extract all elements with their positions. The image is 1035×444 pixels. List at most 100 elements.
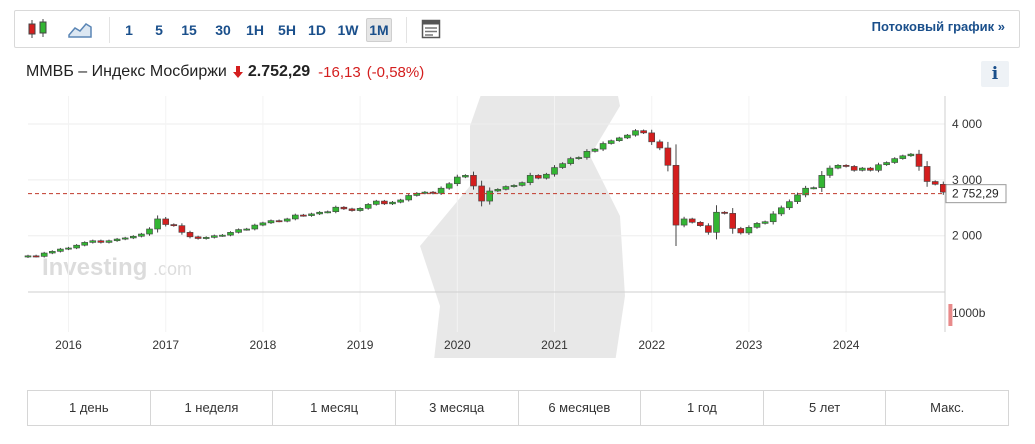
- timeframe-1d[interactable]: 1D: [308, 22, 326, 38]
- candle-body: [607, 140, 615, 144]
- candle-body: [397, 199, 404, 203]
- candle-body: [543, 173, 550, 179]
- candle-body: [437, 187, 445, 194]
- candle-body: [575, 157, 583, 159]
- timeframe-30[interactable]: 30: [215, 22, 231, 38]
- svg-text:.com: .com: [153, 259, 192, 279]
- timeframe-1h[interactable]: 1H: [246, 22, 264, 38]
- candle-body: [680, 218, 688, 226]
- candle-body: [502, 186, 510, 190]
- candle-body: [640, 130, 647, 134]
- candle-body: [753, 223, 761, 228]
- candlestick-icon[interactable]: [25, 17, 51, 41]
- candle-body: [632, 130, 639, 136]
- candle-body: [615, 137, 623, 142]
- candle-body: [381, 200, 388, 205]
- candle-body: [721, 211, 728, 214]
- candle-body: [364, 204, 372, 209]
- candle-body: [291, 214, 299, 220]
- timeframe-5[interactable]: 5: [155, 22, 163, 38]
- candle-body: [810, 187, 818, 190]
- x-tick-label: 2019: [347, 338, 374, 352]
- timeframe-1[interactable]: 1: [125, 22, 133, 38]
- instrument-title: ММВБ – Индекс Мосбиржи 2.752,29 -16,13 (…: [26, 60, 424, 84]
- chart-toolbar: 1 5 15 30 1H 5H 1D 1W 1M Потоковый график »: [14, 10, 1020, 48]
- candle-body: [907, 153, 915, 157]
- candle-body: [713, 211, 720, 233]
- investing-logo: Investing .com: [42, 254, 192, 281]
- candle-body: [235, 229, 242, 233]
- area-chart-icon[interactable]: [67, 17, 93, 41]
- x-tick-label: 2024: [833, 338, 860, 352]
- range-button[interactable]: 6 месяцев: [519, 391, 642, 425]
- candle-body: [429, 191, 437, 194]
- candle-body: [786, 201, 793, 209]
- range-button[interactable]: 1 день: [28, 391, 151, 425]
- timeframe-5h[interactable]: 5H: [278, 22, 296, 38]
- last-price-label: 2 752,29: [952, 187, 999, 201]
- chart-grid: [28, 96, 945, 332]
- candle-body: [737, 228, 745, 234]
- candle-body: [202, 237, 210, 239]
- candle-body: [121, 237, 129, 240]
- candle-body: [688, 218, 696, 223]
- range-button[interactable]: 3 месяца: [396, 391, 519, 425]
- candle-body: [526, 175, 534, 183]
- x-tick-label: 2021: [541, 338, 568, 352]
- candle-body: [73, 244, 80, 249]
- timeframe-1m[interactable]: 1M: [366, 18, 392, 42]
- candle-body: [656, 141, 664, 149]
- candle-body: [48, 251, 56, 254]
- range-button[interactable]: 1 месяц: [273, 391, 396, 425]
- candle-body: [32, 255, 40, 258]
- candle-body: [551, 167, 558, 175]
- candle-body: [705, 225, 712, 233]
- candle-body: [818, 175, 826, 188]
- timeframe-15[interactable]: 15: [181, 22, 197, 38]
- candle-body: [834, 164, 842, 169]
- candle-body: [875, 164, 882, 171]
- candles-group: [24, 129, 955, 326]
- candle-body: [858, 167, 866, 171]
- candle-body: [130, 235, 137, 239]
- candle-body: [186, 232, 194, 238]
- candle-body: [40, 252, 48, 257]
- candle-body: [567, 158, 575, 164]
- price-chart: Investing .com 4 000 3 000 2 000 2016 2017 20…: [24, 96, 1007, 358]
- range-button[interactable]: 1 неделя: [151, 391, 274, 425]
- volume-bar: [948, 304, 953, 326]
- instrument-name: ММВБ – Индекс Мосбиржи: [26, 63, 227, 80]
- arrow-down-icon: [232, 66, 243, 78]
- range-button[interactable]: Макс.: [930, 400, 965, 415]
- toolbar-separator: [406, 17, 407, 43]
- candle-body: [745, 227, 753, 234]
- range-button[interactable]: 1 год: [641, 391, 764, 425]
- y-tick-label: 2 000: [952, 229, 982, 243]
- candle-body: [348, 208, 356, 211]
- candle-body: [340, 206, 348, 210]
- candle-body: [300, 214, 307, 217]
- candle-body: [267, 220, 275, 224]
- candle-body: [227, 232, 234, 236]
- candle-body: [162, 218, 169, 225]
- candle-body: [194, 236, 202, 239]
- candle-body: [923, 166, 931, 182]
- candle-body: [453, 176, 461, 185]
- volume-label: 1000b: [952, 306, 986, 320]
- streaming-chart-link[interactable]: Потоковый график »: [871, 19, 1005, 34]
- candle-body: [259, 222, 267, 226]
- candle-body: [931, 181, 939, 185]
- document-icon[interactable]: [420, 18, 442, 40]
- candle-body: [915, 153, 923, 167]
- candle-body: [372, 200, 380, 205]
- toolbar-separator: [109, 17, 110, 43]
- range-button[interactable]: 5 лет: [764, 391, 887, 425]
- y-tick-label: 4 000: [952, 117, 982, 131]
- candle-body: [405, 195, 413, 201]
- candle-body: [939, 183, 947, 193]
- candle-body: [89, 240, 97, 243]
- info-button[interactable]: i: [981, 61, 1009, 87]
- candle-body: [769, 213, 777, 223]
- timeframe-1w[interactable]: 1W: [337, 22, 359, 38]
- candle-body: [57, 248, 64, 252]
